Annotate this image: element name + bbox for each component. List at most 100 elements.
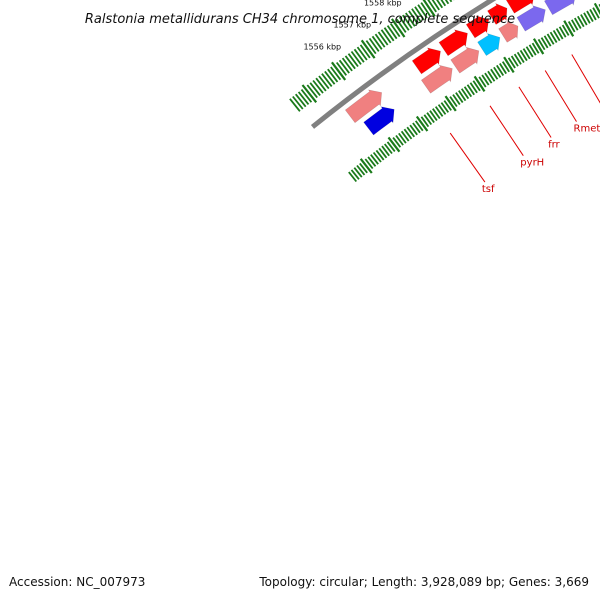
tick-mark [574, 17, 582, 29]
backbone [310, 0, 497, 129]
gene-feature[interactable] [543, 0, 576, 16]
tick-mark [589, 8, 597, 21]
tick-mark [552, 29, 561, 42]
tick-mark [532, 38, 545, 55]
tick-mark [297, 91, 310, 105]
gene-feature[interactable] [465, 15, 490, 39]
tick-mark [370, 154, 379, 165]
tick-mark [292, 95, 304, 110]
tick-mark [348, 171, 358, 183]
tick-mark [558, 26, 567, 38]
tick-mark [383, 143, 393, 155]
scale-ticks [289, 0, 600, 183]
tick-mark [490, 68, 499, 80]
tick-mark [294, 93, 307, 108]
tick-mark [580, 14, 588, 26]
tick-mark [466, 84, 475, 96]
tick-mark [341, 57, 353, 72]
gene-feature[interactable] [420, 64, 453, 94]
tick-mark [347, 53, 359, 68]
tick-mark [460, 88, 470, 100]
tick-mark [522, 48, 531, 60]
tick-mark [422, 0, 436, 18]
tick-mark [437, 104, 447, 115]
gene-feature[interactable] [450, 46, 480, 74]
label-leader-line [571, 54, 600, 104]
tick-mark [546, 33, 555, 45]
gene-feature[interactable] [411, 47, 441, 75]
tick-mark [593, 2, 600, 16]
tick-mark [353, 167, 363, 178]
tick-mark [380, 29, 392, 44]
tick-mark [386, 141, 396, 152]
tick-mark [359, 158, 373, 174]
gene-label[interactable]: Rmet_1439 [574, 124, 600, 135]
gene-feature[interactable] [363, 106, 395, 136]
tick-mark [444, 0, 450, 5]
tick-mark [359, 162, 368, 174]
gene-label[interactable]: pyrH [520, 158, 544, 169]
tick-mark [375, 149, 385, 161]
tick-mark [449, 96, 458, 108]
tick-mark [392, 137, 402, 148]
tick-mark [499, 63, 507, 75]
tick-mark [417, 4, 428, 19]
tick-mark [429, 110, 438, 122]
tick-mark [414, 120, 424, 132]
gene-feature[interactable] [516, 5, 546, 32]
topology-summary: Topology: circular; Length: 3,928,089 bp… [258, 575, 589, 589]
tick-mark [510, 55, 519, 67]
tick-mark [371, 35, 383, 50]
gene-label[interactable]: tsf [482, 184, 495, 195]
tick-mark [411, 8, 422, 23]
tick-mark [315, 77, 327, 92]
label-leader-line [489, 105, 524, 156]
tick-mark [513, 53, 522, 65]
tick-mark [405, 12, 416, 27]
tick-mark [519, 49, 528, 62]
tick-mark [389, 22, 401, 38]
tick-mark [335, 61, 348, 76]
tick-mark [395, 134, 404, 146]
tick-mark [561, 24, 570, 36]
tick-mark [525, 46, 534, 58]
tick-mark [324, 70, 336, 85]
tick-mark [531, 42, 540, 54]
tick-mark [412, 122, 421, 134]
tick-mark [472, 80, 481, 92]
tick-mark [444, 95, 457, 112]
tick-mark [368, 37, 380, 52]
gene-label[interactable]: frr [548, 140, 560, 151]
tick-mark [414, 6, 425, 21]
tick-mark [469, 82, 478, 94]
gene-feature[interactable] [487, 2, 508, 25]
tick-mark [571, 19, 579, 31]
tick-mark [327, 68, 339, 83]
gene-feature[interactable] [344, 89, 383, 124]
tick-mark [481, 74, 490, 86]
tick-mark [452, 94, 461, 106]
tick-mark [312, 79, 324, 94]
gene-feature[interactable] [505, 0, 535, 14]
tick-mark [398, 132, 407, 144]
tick-mark [555, 28, 564, 40]
label-leader-line [544, 70, 577, 122]
gene-feature[interactable] [438, 29, 468, 57]
tick-mark [403, 128, 413, 140]
tick-mark [592, 7, 600, 19]
gene-feature[interactable] [498, 20, 519, 43]
tick-mark [503, 56, 515, 73]
tick-mark [434, 106, 444, 117]
tick-mark [318, 75, 330, 90]
label-leader-line [449, 132, 486, 183]
tick-mark [415, 115, 429, 132]
map-title: Ralstonia metallidurans CH34 chromosome … [85, 12, 515, 27]
tick-mark [381, 145, 390, 157]
tick-mark [409, 124, 418, 136]
gene-feature[interactable] [477, 32, 501, 57]
tick-mark [387, 136, 401, 153]
tick-mark [372, 151, 382, 163]
scale-label: 1558 kbp [364, 0, 402, 8]
tick-mark [353, 48, 365, 63]
tick-mark [344, 55, 356, 70]
